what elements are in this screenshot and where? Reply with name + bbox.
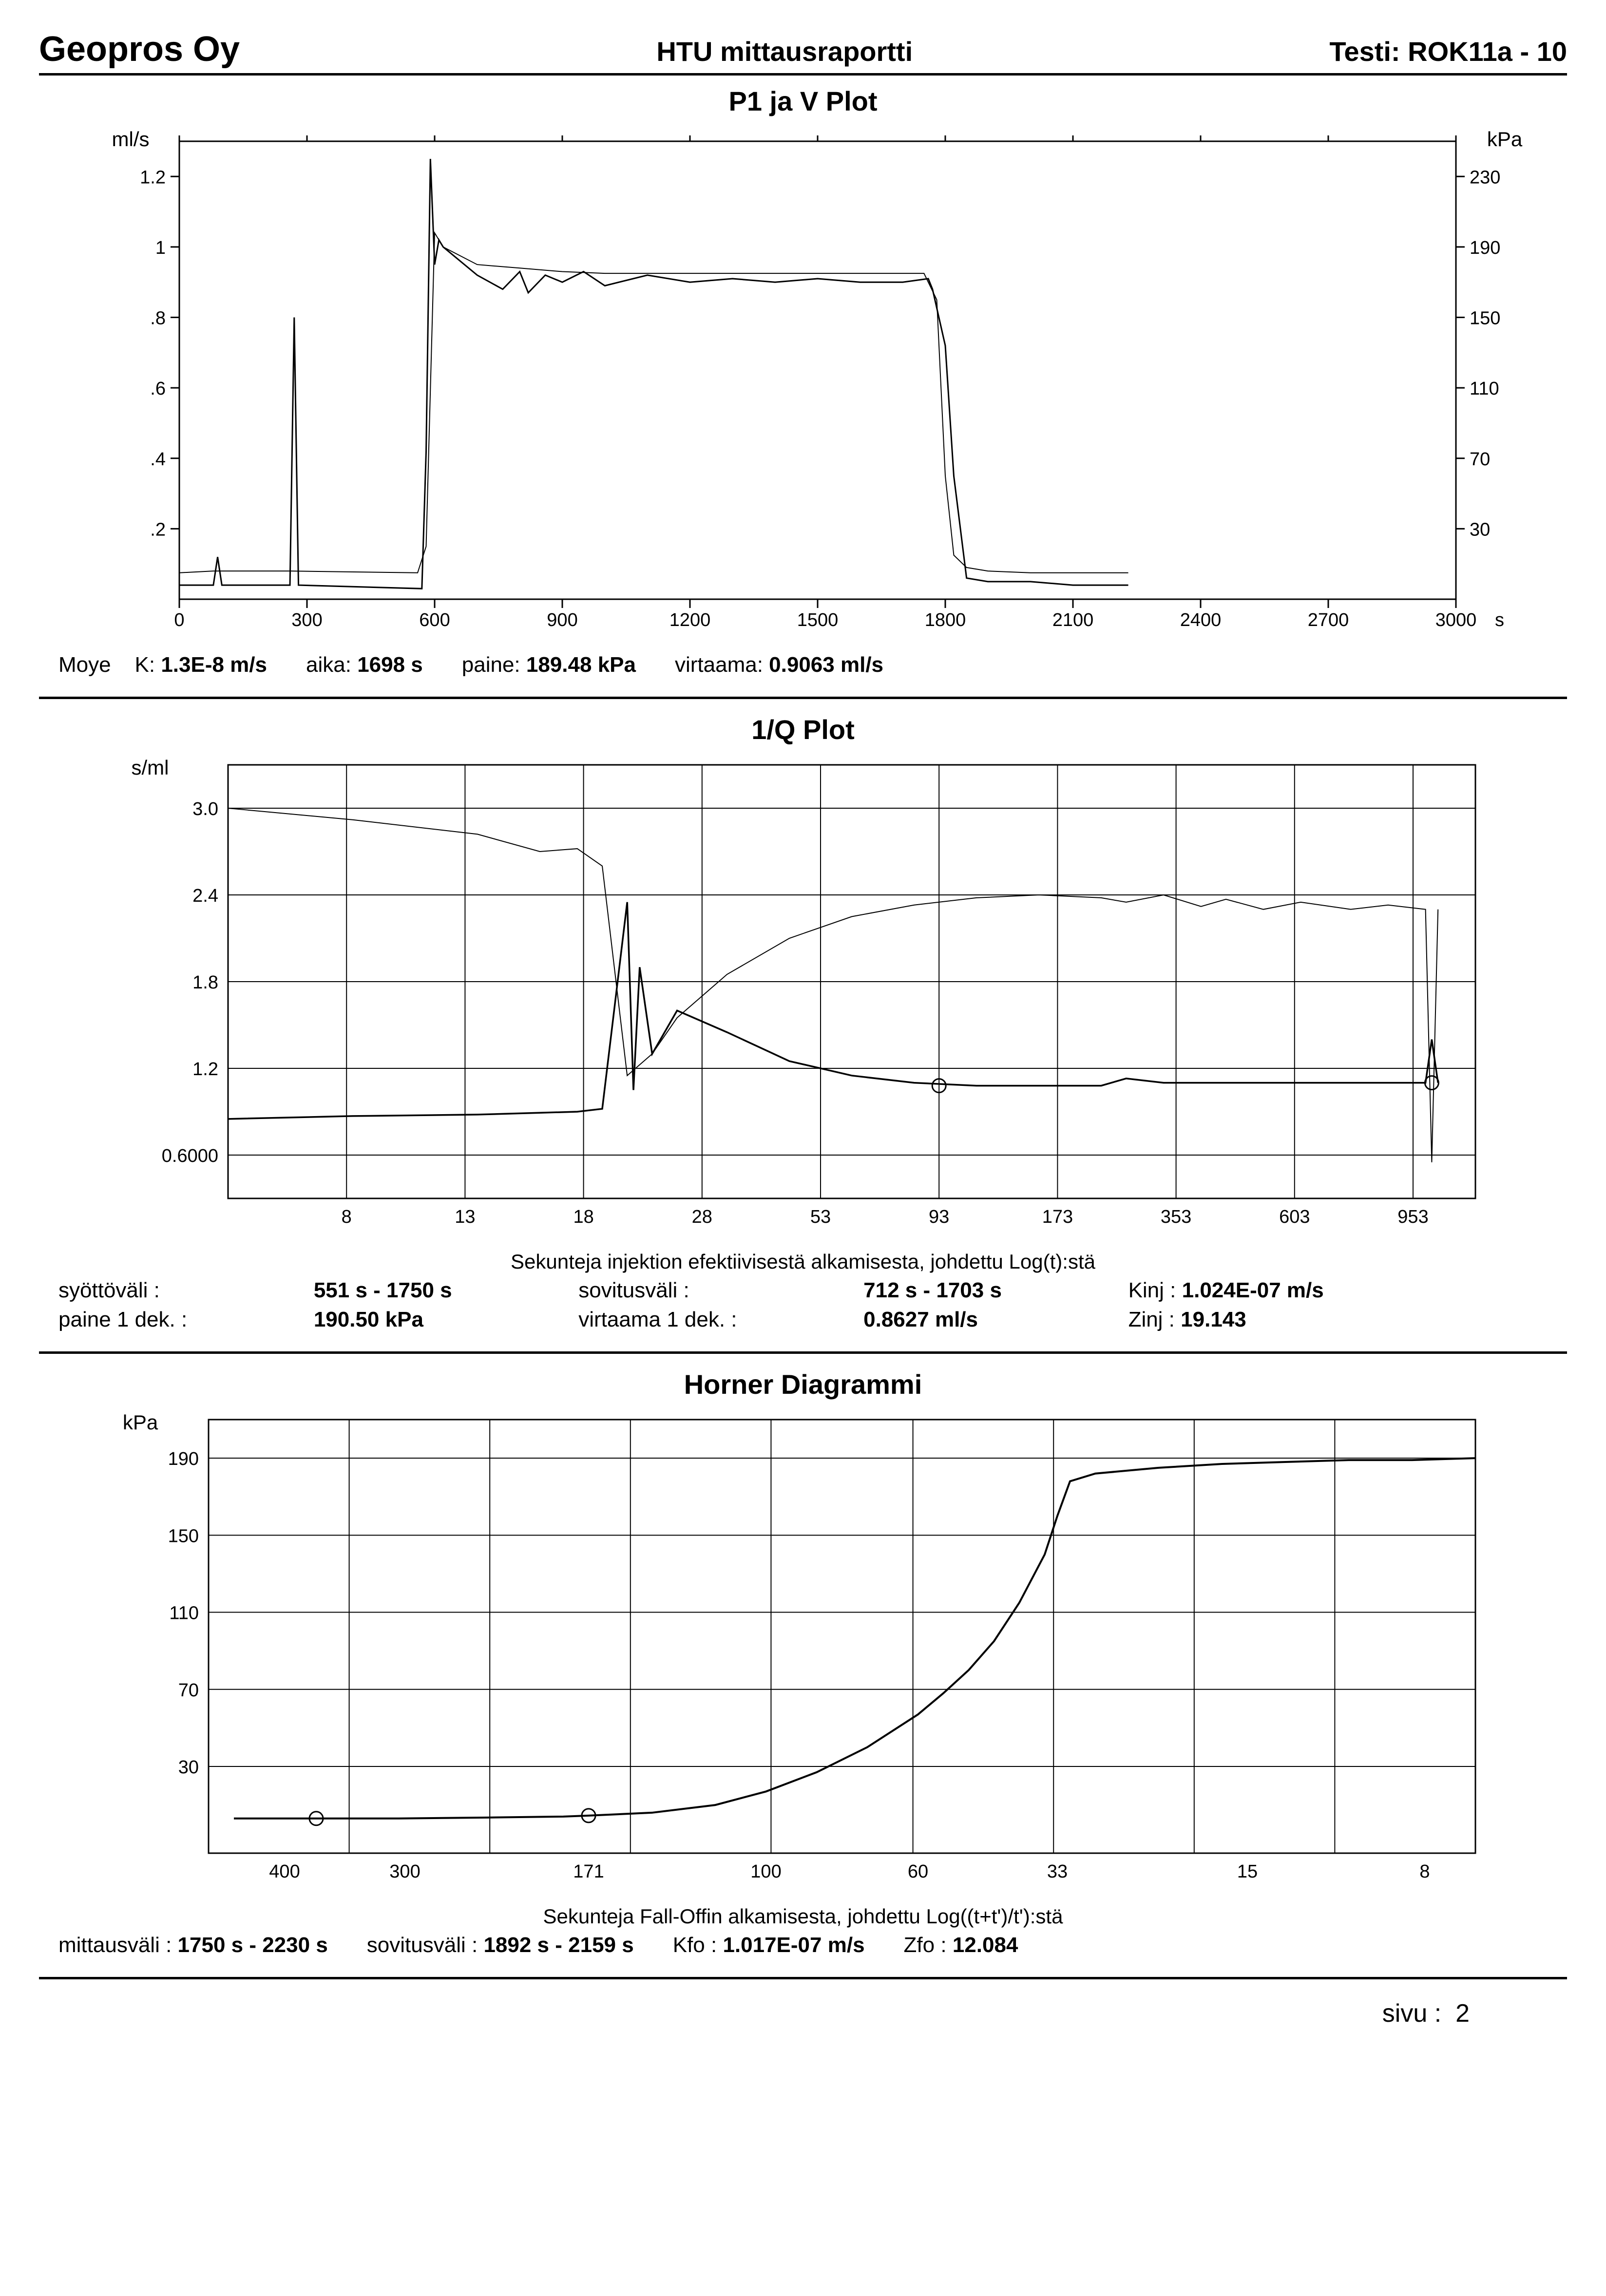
svg-text:2100: 2100 <box>1052 610 1094 630</box>
svg-text:13: 13 <box>455 1207 475 1227</box>
svg-text:.4: .4 <box>150 449 166 470</box>
svg-text:300: 300 <box>291 610 322 630</box>
svg-text:kPa: kPa <box>123 1411 158 1434</box>
svg-text:30: 30 <box>178 1757 199 1778</box>
svg-text:1.2: 1.2 <box>192 1059 218 1080</box>
svg-text:2400: 2400 <box>1180 610 1222 630</box>
chart2-svg: 0.6000 1.2 1.8 2.4 3.0 8 13 18 28 53 93 173 353 603 95… <box>82 750 1524 1247</box>
svg-text:600: 600 <box>419 610 450 630</box>
svg-text:60: 60 <box>908 1861 928 1882</box>
svg-text:2700: 2700 <box>1308 610 1349 630</box>
chart3-svg: 30 70 110 150 190 400 300 171 100 60 33 15 8 kPa <box>82 1405 1524 1902</box>
svg-text:173: 173 <box>1042 1207 1073 1227</box>
test-id: Testi: ROK11a - 10 <box>1329 36 1567 67</box>
svg-text:ml/s: ml/s <box>112 128 150 151</box>
svg-text:300: 300 <box>389 1861 420 1882</box>
company-name: Geopros Oy <box>39 29 240 69</box>
svg-text:1200: 1200 <box>669 610 711 630</box>
svg-text:110: 110 <box>1470 379 1499 399</box>
report-title: HTU mittausraportti <box>656 36 913 67</box>
divider-3 <box>39 1977 1567 1979</box>
chart1-title: P1 ja V Plot <box>39 85 1567 117</box>
svg-text:171: 171 <box>573 1861 604 1882</box>
svg-text:1.2: 1.2 <box>140 167 166 188</box>
svg-text:353: 353 <box>1161 1207 1191 1227</box>
svg-text:1.8: 1.8 <box>192 972 218 993</box>
divider-1 <box>39 697 1567 699</box>
svg-text:70: 70 <box>1470 449 1490 470</box>
svg-text:s: s <box>1495 610 1504 630</box>
svg-text:.8: .8 <box>150 308 166 329</box>
svg-text:70: 70 <box>178 1680 199 1701</box>
svg-text:1: 1 <box>155 238 166 258</box>
svg-text:190: 190 <box>1470 238 1500 258</box>
svg-text:900: 900 <box>547 610 577 630</box>
svg-text:603: 603 <box>1279 1207 1310 1227</box>
chart2-title: 1/Q Plot <box>39 714 1567 745</box>
svg-text:1800: 1800 <box>925 610 966 630</box>
svg-text:28: 28 <box>692 1207 712 1227</box>
svg-text:15: 15 <box>1237 1861 1258 1882</box>
divider-2 <box>39 1351 1567 1354</box>
svg-text:0: 0 <box>174 610 184 630</box>
svg-text:kPa: kPa <box>1487 128 1523 151</box>
svg-text:33: 33 <box>1047 1861 1068 1882</box>
chart2-x-caption: Sekunteja injektion efektiivisestä alkam… <box>39 1250 1567 1273</box>
svg-text:100: 100 <box>750 1861 781 1882</box>
chart1-info: Moye K: 1.3E-8 m/s aika: 1698 s paine: 1… <box>58 653 1548 677</box>
svg-text:18: 18 <box>573 1207 593 1227</box>
svg-text:8: 8 <box>342 1207 352 1227</box>
chart3-x-caption: Sekunteja Fall-Offin alkamisesta, johdet… <box>39 1905 1567 1928</box>
svg-text:2.4: 2.4 <box>192 886 218 906</box>
chart-horner: Horner Diagrammi 30 70 110 150 190 400 300 171 1… <box>39 1368 1567 1957</box>
svg-text:.2: .2 <box>150 519 166 540</box>
svg-text:110: 110 <box>169 1603 199 1624</box>
page-footer: sivu : 2 <box>39 1999 1567 2028</box>
svg-text:93: 93 <box>929 1207 949 1227</box>
svg-text:953: 953 <box>1397 1207 1428 1227</box>
svg-text:.6: .6 <box>150 379 166 399</box>
chart1-svg: .2 .4 .6 .8 1 1.2 30 70 110 150 190 230 0 300 600 900 12… <box>82 122 1524 648</box>
svg-text:190: 190 <box>168 1449 199 1469</box>
svg-text:150: 150 <box>1470 308 1500 329</box>
svg-text:0.6000: 0.6000 <box>162 1146 218 1166</box>
chart-p1-v: P1 ja V Plot .2 .4 .6 .8 1 1.2 30 70 110 150 190 23… <box>39 85 1567 677</box>
chart3-info: mittausväli : 1750 s - 2230 s sovitusväl… <box>58 1933 1548 1957</box>
chart2-info: syöttöväli :551 s - 1750 s sovitusväli :… <box>58 1278 1548 1332</box>
chart3-title: Horner Diagrammi <box>39 1368 1567 1400</box>
svg-text:3.0: 3.0 <box>192 799 218 819</box>
svg-text:53: 53 <box>810 1207 831 1227</box>
svg-text:8: 8 <box>1419 1861 1430 1882</box>
svg-text:30: 30 <box>1470 519 1490 540</box>
svg-text:150: 150 <box>168 1526 199 1546</box>
svg-text:s/ml: s/ml <box>132 756 169 779</box>
svg-text:400: 400 <box>269 1861 300 1882</box>
svg-text:1500: 1500 <box>797 610 839 630</box>
chart-1q: 1/Q Plot 0.6000 1.2 1.8 2.4 3.0 8 13 18 28 53 93 17… <box>39 714 1567 1332</box>
page-header: Geopros Oy HTU mittausraportti Testi: RO… <box>39 29 1567 76</box>
svg-text:3000: 3000 <box>1435 610 1477 630</box>
svg-text:230: 230 <box>1470 167 1500 188</box>
